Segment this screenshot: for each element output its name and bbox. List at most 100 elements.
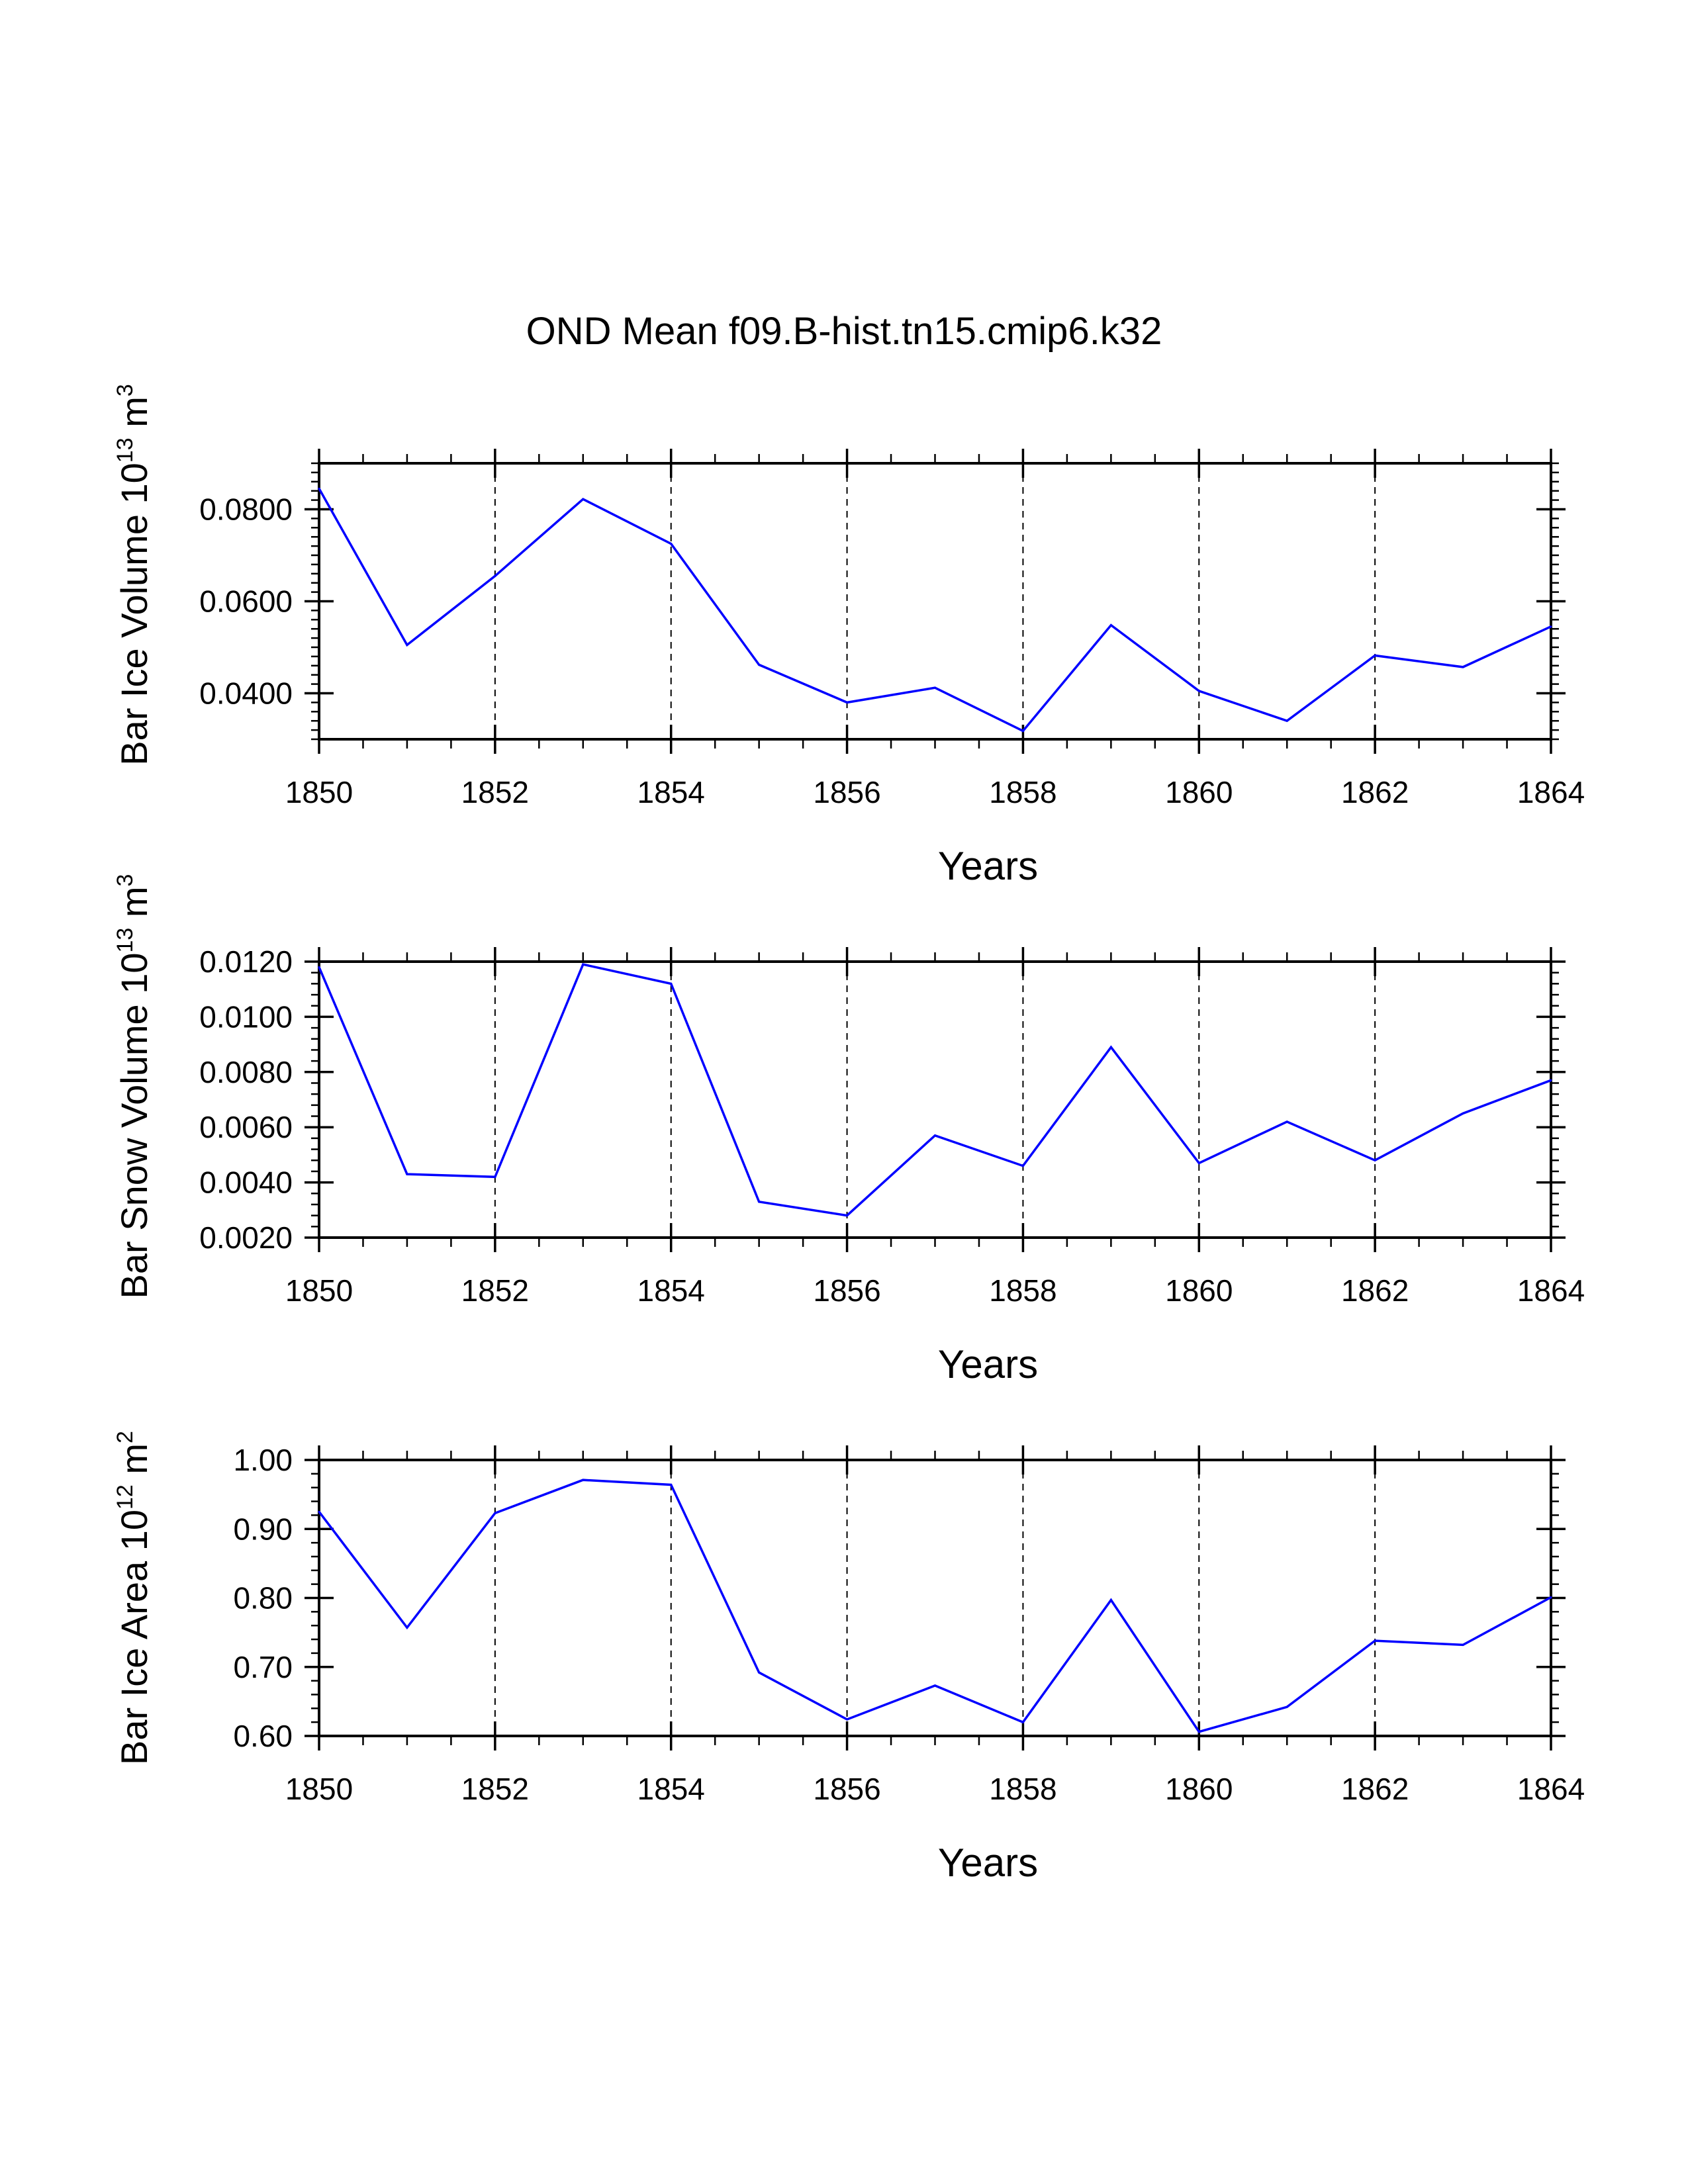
x-tick-label: 1860: [1165, 775, 1233, 809]
panel-ice-volume-xtick-labels: 1850 1852 1854 1856 1858 1860 1862 1864: [285, 775, 1585, 809]
data-point: [1197, 690, 1200, 692]
y-tick-label: 0.0600: [199, 584, 293, 619]
data-point: [1021, 729, 1024, 732]
x-tick-label: 1858: [989, 775, 1056, 809]
x-tick-label: 1862: [1341, 775, 1409, 809]
ice-volume-ylabel-unit: m: [113, 396, 155, 437]
data-point: [846, 1214, 849, 1217]
y-tick-label: 0.80: [233, 1581, 293, 1615]
x-tick-label: 1856: [813, 1772, 880, 1806]
ice-area-y-axis-label: Bar Ice Area 1012 m2: [113, 1431, 155, 1765]
x-tick-label: 1856: [813, 775, 880, 809]
snow-volume-y-axis-label: Bar Snow Volume 1013 m3: [113, 874, 155, 1299]
data-point: [494, 574, 496, 577]
data-point: [406, 644, 408, 647]
x-tick-label: 1862: [1341, 1772, 1409, 1806]
data-point: [1550, 625, 1552, 628]
y-tick-label: 0.0080: [199, 1055, 293, 1089]
x-tick-label: 1850: [285, 1772, 353, 1806]
data-point: [934, 1684, 936, 1687]
panel-snow-volume-points: [318, 963, 1552, 1217]
y-tick-label: 0.60: [233, 1719, 293, 1753]
snow-volume-ylabel-exponent: 13: [113, 928, 138, 953]
data-point: [1286, 719, 1288, 722]
panel-snow-volume-xtick-labels: 1850 1852 1854 1856 1858 1860 1862 1864: [285, 1273, 1585, 1308]
data-point: [934, 1134, 936, 1137]
data-point: [406, 1626, 408, 1629]
data-point: [406, 1173, 408, 1175]
panel-ice-area-grid: [494, 1460, 1376, 1736]
data-point: [1197, 1161, 1200, 1164]
x-tick-label: 1856: [813, 1273, 880, 1308]
data-point: [1109, 1599, 1112, 1602]
data-point: [758, 1201, 761, 1203]
ice-area-ylabel-main: Bar Ice Area 10: [113, 1510, 155, 1765]
y-tick-label: 1.00: [233, 1443, 293, 1477]
panel-snow-volume-frame: [318, 960, 1552, 1239]
data-point: [318, 487, 320, 490]
data-point: [846, 1718, 849, 1721]
x-tick-label: 1860: [1165, 1772, 1233, 1806]
ice-volume-ylabel-main: Bar Ice Volume 10: [113, 463, 155, 766]
snow-volume-ylabel-main: Bar Snow Volume 10: [113, 952, 155, 1298]
snow-volume-ylabel-unit-exponent: 3: [113, 874, 138, 887]
data-point: [1286, 1706, 1288, 1708]
x-tick-label: 1864: [1517, 1772, 1585, 1806]
x-tick-label: 1854: [637, 1772, 705, 1806]
data-point: [846, 701, 849, 704]
x-tick-label: 1854: [637, 775, 705, 809]
panel-ice-area-ytick-labels: 0.60 0.70 0.80 0.90 1.00: [233, 1443, 293, 1753]
data-point: [318, 966, 320, 968]
data-point: [1109, 624, 1112, 627]
data-point: [1374, 1639, 1376, 1642]
panel-ice-volume-ytick-labels: 0.0400 0.0600 0.0800: [199, 492, 293, 711]
panel-ice-area-xtick-labels: 1850 1852 1854 1856 1858 1860 1862 1864: [285, 1772, 1585, 1806]
y-tick-label: 0.0120: [199, 944, 293, 979]
y-tick-label: 0.0100: [199, 999, 293, 1034]
x-tick-label: 1860: [1165, 1273, 1233, 1308]
snow-volume-ylabel-unit: m: [113, 886, 155, 927]
x-tick-label: 1852: [461, 1273, 529, 1308]
data-point: [1550, 1596, 1552, 1598]
data-point: [1374, 1159, 1376, 1161]
ice-volume-y-axis-label: Bar Ice Volume 1013 m3: [113, 384, 155, 766]
data-point: [1109, 1046, 1112, 1048]
y-tick-label: 0.0400: [199, 676, 293, 711]
snow-volume-x-axis-label: Years: [938, 1342, 1038, 1387]
data-point: [1197, 1731, 1200, 1733]
x-tick-label: 1858: [989, 1273, 1056, 1308]
data-point: [1462, 1643, 1464, 1646]
data-point: [1462, 1112, 1464, 1115]
x-tick-label: 1864: [1517, 775, 1585, 809]
x-tick-label: 1862: [1341, 1273, 1409, 1308]
x-tick-label: 1850: [285, 775, 353, 809]
y-tick-label: 0.70: [233, 1650, 293, 1684]
data-point: [582, 498, 585, 500]
data-point: [494, 1175, 496, 1178]
panel-snow-volume-grid: [494, 962, 1376, 1238]
x-tick-label: 1852: [461, 775, 529, 809]
figure-title: OND Mean f09.B-hist.tn15.cmip6.k32: [526, 310, 1162, 353]
data-point: [1550, 1079, 1552, 1081]
data-point: [670, 543, 673, 545]
panel-ice-volume: 1850 1852 1854 1856 1858 1860 1862 1864 0.0400 0…: [113, 384, 1585, 888]
ice-area-x-axis-label: Years: [938, 1841, 1038, 1885]
data-point: [1021, 1165, 1024, 1167]
ice-volume-ylabel-unit-exponent: 3: [113, 384, 138, 396]
data-point: [758, 663, 761, 666]
x-tick-label: 1864: [1517, 1273, 1585, 1308]
data-point: [1286, 1120, 1288, 1123]
data-point: [1374, 655, 1376, 657]
ice-area-ylabel-unit-exponent: 2: [113, 1431, 138, 1443]
y-tick-label: 0.90: [233, 1512, 293, 1546]
x-tick-label: 1854: [637, 1273, 705, 1308]
data-point: [758, 1671, 761, 1674]
ice-volume-ylabel-exponent: 13: [113, 437, 138, 463]
x-tick-label: 1852: [461, 1772, 529, 1806]
panel-ice-volume-grid: [494, 463, 1376, 739]
data-point: [670, 1484, 673, 1486]
y-tick-label: 0.0060: [199, 1110, 293, 1144]
ice-area-ylabel-exponent: 12: [113, 1484, 138, 1510]
